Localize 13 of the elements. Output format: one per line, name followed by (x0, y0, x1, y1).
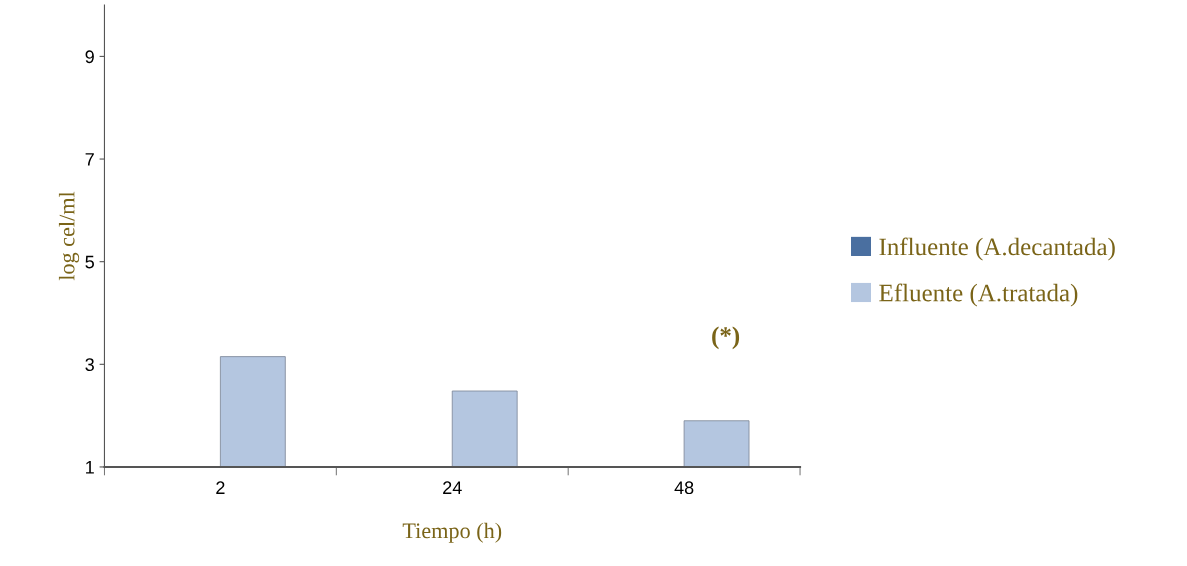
x-tick-label: 48 (674, 481, 694, 495)
y-tick-label: 5 (85, 255, 94, 269)
y-axis-title: log cel/ml (58, 191, 80, 281)
x-tick-label: 24 (443, 481, 462, 494)
legend-label: Influente (A.decantada) (879, 237, 1115, 261)
x-axis-title: Tiempo (h) (402, 522, 502, 543)
annotation: (*) (712, 326, 740, 350)
y-tick-label: 9 (85, 50, 94, 64)
legend-label: Efluente (A.tratada) (879, 283, 1078, 307)
y-tick-label: 1 (86, 461, 94, 474)
x-tick-label: 2 (216, 481, 225, 494)
y-tick-label: 3 (85, 358, 94, 372)
y-tick-label: 7 (85, 153, 94, 166)
